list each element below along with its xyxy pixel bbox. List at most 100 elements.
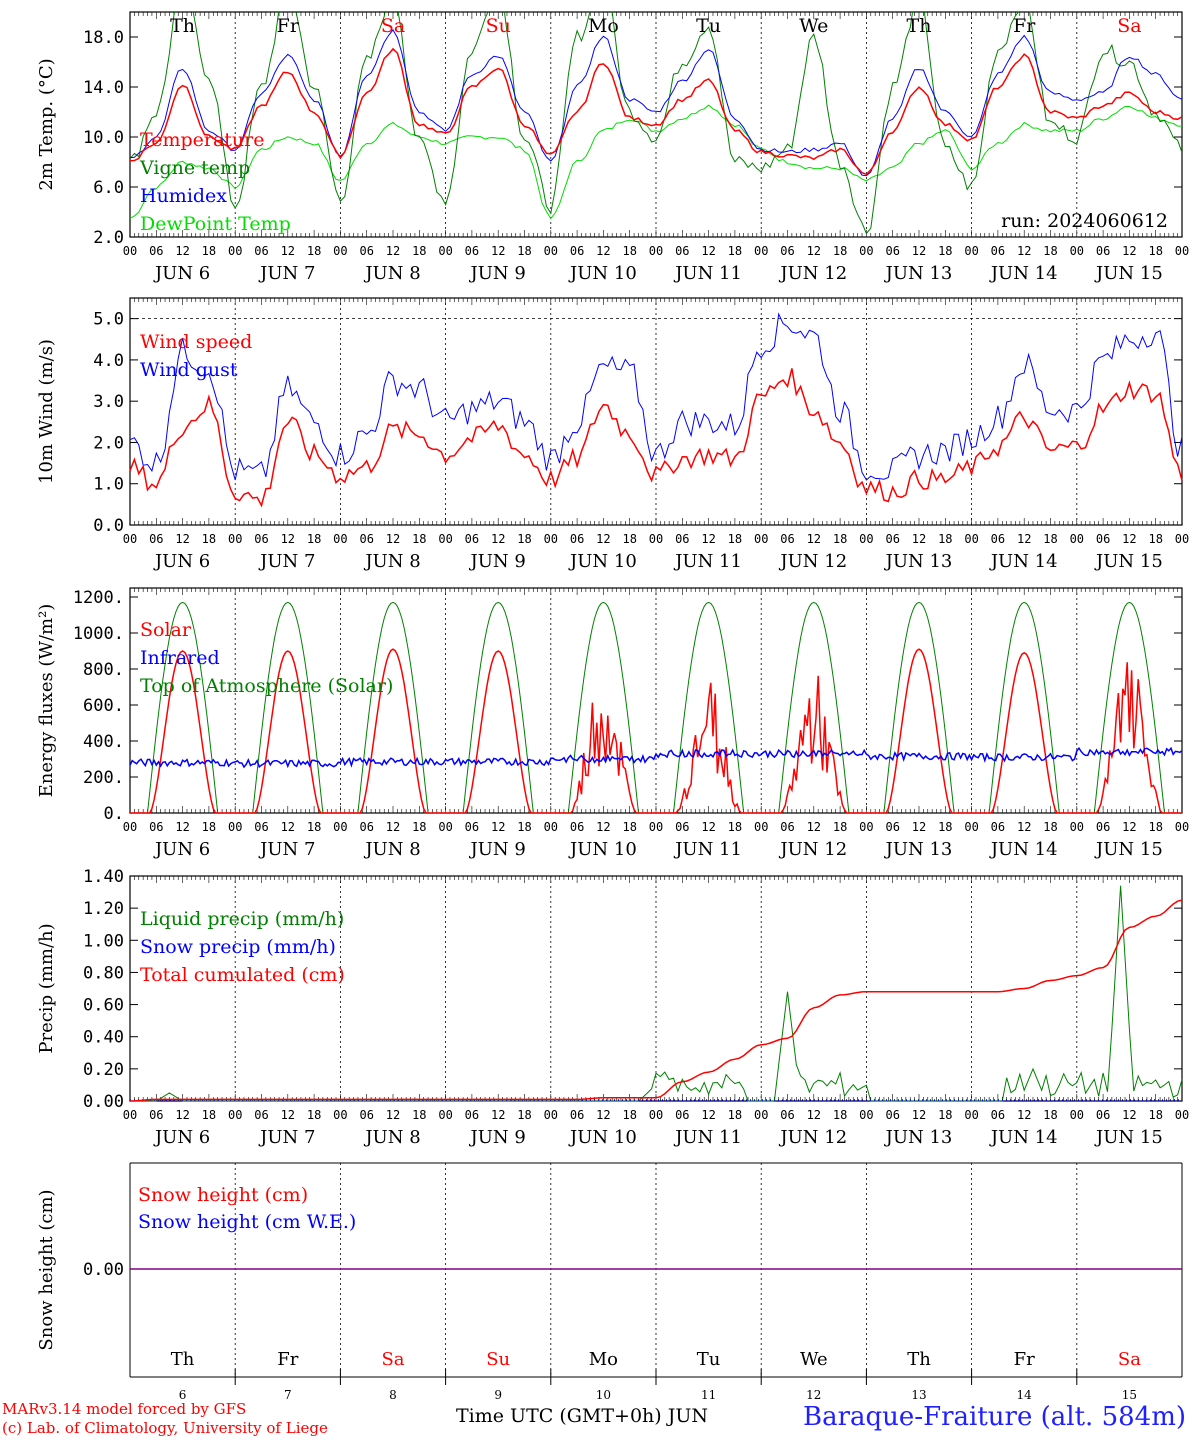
flux-ytick-label: 200. — [83, 768, 124, 788]
run-annotation: run: 2024060612 — [1001, 210, 1168, 232]
wind-hour-label: 00 — [859, 532, 873, 546]
snow-day-number: 10 — [596, 1388, 611, 1402]
wind-day-label: JUN 14 — [989, 551, 1058, 572]
precip-ytick-label: 0.20 — [83, 1060, 124, 1080]
wind-hour-label: 18 — [728, 532, 742, 546]
precip-hour-label: 18 — [1043, 1108, 1057, 1122]
temp-ytick-label: 6.0 — [93, 178, 124, 198]
precip-hour-label: 00 — [333, 1108, 347, 1122]
model-credit: MARv3.14 model forced by GFS — [2, 1400, 247, 1418]
wind-hour-label: 00 — [333, 532, 347, 546]
flux-day-label: JUN 12 — [778, 839, 847, 860]
precip-hour-label: 12 — [386, 1108, 400, 1122]
wind-hour-label: 00 — [228, 532, 242, 546]
temp-day-label: JUN 9 — [469, 263, 526, 284]
precip-hour-label: 12 — [281, 1108, 295, 1122]
wind-day-label: JUN 6 — [153, 551, 210, 572]
temp-hour-label: 12 — [701, 244, 715, 258]
temp-hour-label: 06 — [991, 244, 1005, 258]
wind-hour-label: 18 — [938, 532, 952, 546]
temp-hour-label: 00 — [754, 244, 768, 258]
wind-hour-label: 00 — [438, 532, 452, 546]
precip-liquid-series — [130, 885, 1183, 1102]
snow-legend-1: Snow height (cm W.E.) — [138, 1211, 356, 1233]
temp-hour-label: 18 — [833, 244, 847, 258]
flux-hour-label: 18 — [202, 820, 216, 834]
flux-hour-label: 18 — [728, 820, 742, 834]
precip-panel: 0.00 0.20 0.40 0.60 0.80 1.00 1.20 1.40 Precip (… — [36, 867, 1189, 1148]
snow-day-number: 13 — [911, 1388, 926, 1402]
wind-series-0 — [129, 368, 1183, 508]
flux-hour-label: 00 — [333, 820, 347, 834]
temp-day-label: JUN 15 — [1094, 263, 1163, 284]
temp-series-2 — [130, 29, 1182, 177]
temp-weekday-label: Th — [170, 15, 195, 37]
wind-hour-label: 00 — [964, 532, 978, 546]
precip-hour-label: 06 — [570, 1108, 584, 1122]
precip-ytick-label: 0.00 — [83, 1092, 124, 1112]
wind-hour-label: 06 — [359, 532, 373, 546]
snow-day-number: 12 — [806, 1388, 821, 1402]
wind-hour-label: 18 — [412, 532, 426, 546]
temp-legend-3: DewPoint Temp — [140, 213, 291, 235]
flux-hour-label: 06 — [149, 820, 163, 834]
precip-day-label: JUN 13 — [884, 1127, 953, 1148]
precip-hour-label: 12 — [1122, 1108, 1136, 1122]
wind-hour-label: 00 — [544, 532, 558, 546]
temp-ytick-label: 10.0 — [83, 128, 124, 148]
wind-ytick-label: 2.0 — [93, 433, 124, 453]
snow-weekday-label: Tu — [697, 1349, 721, 1370]
flux-hour-label: 00 — [1070, 820, 1084, 834]
precip-day-label: JUN 15 — [1094, 1127, 1163, 1148]
temp-hour-label: 06 — [1096, 244, 1110, 258]
temp-weekday-label: Fr — [1013, 15, 1036, 37]
flux-infrared-series — [129, 746, 1183, 769]
flux-day-label: JUN 14 — [989, 839, 1058, 860]
wind-hour-label: 18 — [517, 532, 531, 546]
flux-day-label: JUN 15 — [1094, 839, 1163, 860]
wind-hour-label: 00 — [1175, 532, 1189, 546]
station-title: Baraque-Fraiture (alt. 584m) — [802, 1402, 1186, 1432]
precip-hour-label: 18 — [833, 1108, 847, 1122]
temp-hour-label: 18 — [938, 244, 952, 258]
temp-hour-label: 06 — [570, 244, 584, 258]
temp-hour-label: 12 — [175, 244, 189, 258]
wind-panel: 0.0 1.0 2.0 3.0 4.0 5.0 10m Wind (m/s) 00 06 12 18… — [36, 297, 1189, 572]
temp-hour-label: 00 — [333, 244, 347, 258]
snow-weekday-label: Sa — [381, 1349, 404, 1370]
flux-hour-label: 18 — [938, 820, 952, 834]
flux-day-label: JUN 11 — [673, 839, 742, 860]
precip-hour-label: 00 — [964, 1108, 978, 1122]
flux-hour-label: 06 — [675, 820, 689, 834]
precip-hour-label: 18 — [202, 1108, 216, 1122]
temp-weekday-label: Tu — [696, 15, 721, 37]
snow-weekday-label: Th — [907, 1349, 931, 1370]
temp-ytick-label: 18.0 — [83, 28, 124, 48]
wind-hour-label: 06 — [780, 532, 794, 546]
precip-hour-label: 06 — [149, 1108, 163, 1122]
wind-legend-0: Wind speed — [140, 331, 252, 353]
temp-hour-label: 12 — [1017, 244, 1031, 258]
temp-ytick-label: 2.0 — [93, 228, 124, 248]
precip-day-label: JUN 10 — [568, 1127, 637, 1148]
temp-hour-label: 12 — [386, 244, 400, 258]
precip-hour-label: 18 — [307, 1108, 321, 1122]
flux-day-label: JUN 8 — [363, 839, 420, 860]
wind-hour-label: 12 — [912, 532, 926, 546]
flux-ytick-label: 0. — [104, 804, 124, 824]
temp-hour-label: 12 — [596, 244, 610, 258]
temp-hour-label: 18 — [1148, 244, 1162, 258]
flux-hour-label: 06 — [885, 820, 899, 834]
flux-ytick-label: 600. — [83, 696, 124, 716]
precip-hour-label: 18 — [622, 1108, 636, 1122]
flux-hour-label: 12 — [596, 820, 610, 834]
temp-hour-label: 00 — [1175, 244, 1189, 258]
wind-hour-label: 12 — [175, 532, 189, 546]
flux-hour-label: 18 — [1148, 820, 1162, 834]
temp-hour-label: 06 — [780, 244, 794, 258]
wind-day-label: JUN 10 — [568, 551, 637, 572]
flux-hour-label: 00 — [123, 820, 137, 834]
snow-day-number: 14 — [1017, 1388, 1033, 1402]
temp-hour-label: 00 — [123, 244, 137, 258]
flux-ytick-label: 1200. — [73, 588, 124, 608]
